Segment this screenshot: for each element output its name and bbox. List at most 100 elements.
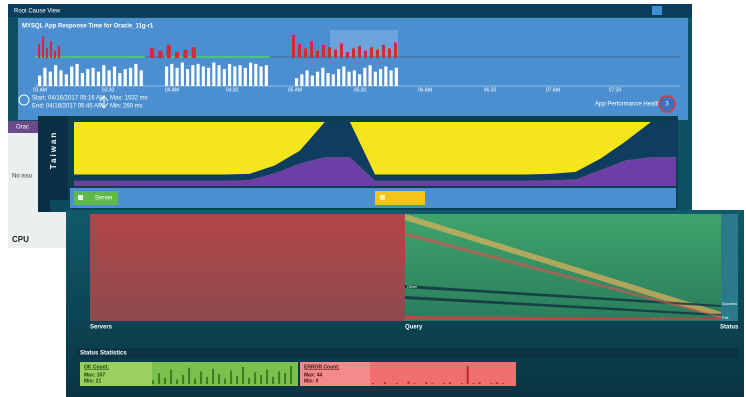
response-bar: [112, 66, 117, 86]
alert-bar: [316, 50, 319, 58]
count-bar: [176, 379, 179, 384]
alert-bar: [328, 47, 331, 58]
area-layer: [74, 122, 676, 181]
response-bar: [347, 71, 351, 86]
response-bar: [305, 70, 309, 86]
x-tick-label: 05 AM: [288, 87, 302, 93]
server-button[interactable]: [74, 191, 118, 205]
alert-bar: [394, 42, 397, 58]
alert-bar: [334, 49, 337, 58]
response-bar: [48, 71, 52, 86]
x-tick-label: 04:30: [226, 87, 239, 93]
side-cpu: CPU: [12, 235, 29, 244]
response-bar: [123, 69, 127, 86]
column-label: Servers: [90, 325, 113, 331]
count-bar: [490, 383, 493, 384]
alert-bar: [388, 48, 391, 58]
alert-bar: [370, 47, 373, 58]
health-badge[interactable]: [658, 95, 676, 113]
flow: [405, 232, 721, 318]
region-window: Taiwan Server: [38, 116, 678, 212]
response-bar: [337, 69, 341, 86]
x-tick-label: 03:30: [102, 87, 115, 93]
count-bar: [170, 369, 173, 384]
column-label: Query: [405, 325, 423, 331]
response-bar: [91, 67, 95, 86]
response-bar: [384, 66, 388, 86]
response-bar: [394, 67, 398, 86]
count-bar: [443, 383, 446, 384]
response-bar: [379, 69, 383, 86]
response-bar: [38, 75, 42, 86]
response-bar: [238, 65, 242, 86]
alert-bar: [38, 43, 40, 58]
column-label: Status: [720, 325, 739, 331]
response-bar: [321, 67, 325, 86]
ok-title: OK Count:: [84, 364, 109, 370]
response-bar: [128, 67, 133, 86]
response-bar: [243, 67, 247, 86]
response-bar: [389, 70, 393, 86]
response-bar: [139, 70, 143, 86]
alert-bar: [58, 46, 60, 58]
response-bar: [96, 71, 101, 86]
response-bar: [134, 63, 138, 86]
response-bar: [180, 62, 184, 86]
flow-label: Other: [407, 284, 418, 289]
count-bar: [372, 383, 375, 384]
response-bar: [86, 69, 90, 86]
error-title: ERROR Count:: [304, 364, 340, 370]
alert-bar: [352, 48, 355, 58]
flow-label: Fail: [722, 315, 729, 320]
window-button[interactable]: [652, 6, 662, 15]
stats-title: Status Statistics: [80, 351, 127, 357]
response-bar: [186, 69, 190, 86]
count-bar: [194, 378, 197, 384]
sparklines: [152, 366, 505, 384]
max-time: Max: 1532 ms: [110, 96, 148, 102]
alert-bar: [46, 48, 48, 58]
response-bar: [70, 66, 74, 86]
response-bar: [228, 63, 232, 86]
health-label: App Performance Health: [595, 102, 661, 108]
alert-bar: [346, 52, 349, 58]
response-bar: [75, 63, 79, 86]
response-bar: [212, 62, 216, 86]
count-bar: [460, 383, 463, 384]
count-bar: [478, 382, 481, 384]
count-bar: [188, 367, 191, 384]
x-tick-label: 05:30: [354, 87, 367, 93]
response-bar: [196, 63, 200, 86]
alert-bar: [183, 49, 188, 58]
count-bar: [431, 383, 434, 384]
flow: [405, 296, 721, 316]
count-bar: [290, 366, 293, 384]
response-bar: [254, 63, 258, 86]
response-bar: [233, 66, 237, 86]
alert-bar: [191, 47, 196, 58]
flow: [405, 214, 721, 318]
count-bar: [266, 369, 269, 384]
ok-max: Max: 107: [84, 372, 105, 378]
x-tick-label: 04 AM: [165, 87, 179, 93]
response-bar: [207, 67, 211, 86]
count-bar: [164, 377, 167, 384]
alert-bar: [150, 48, 155, 58]
alert-bar: [376, 49, 379, 58]
count-bar: [242, 366, 245, 384]
end-time: End: 04/16/2017 05:45 AM: [32, 104, 103, 110]
status-button[interactable]: [375, 191, 425, 205]
alert-bar: [298, 43, 301, 58]
alert-bar: [304, 48, 307, 58]
server-button-label: Server: [95, 196, 113, 202]
alert-bar: [50, 41, 52, 58]
alert-bar: [364, 50, 367, 58]
tab: [50, 200, 72, 212]
alert-bar: [340, 43, 343, 58]
response-bar: [165, 66, 169, 86]
response-bar: [175, 67, 179, 86]
alert-bar: [54, 50, 56, 58]
alert-bar: [310, 41, 313, 58]
x-tick-label: 06 AM: [418, 87, 432, 93]
